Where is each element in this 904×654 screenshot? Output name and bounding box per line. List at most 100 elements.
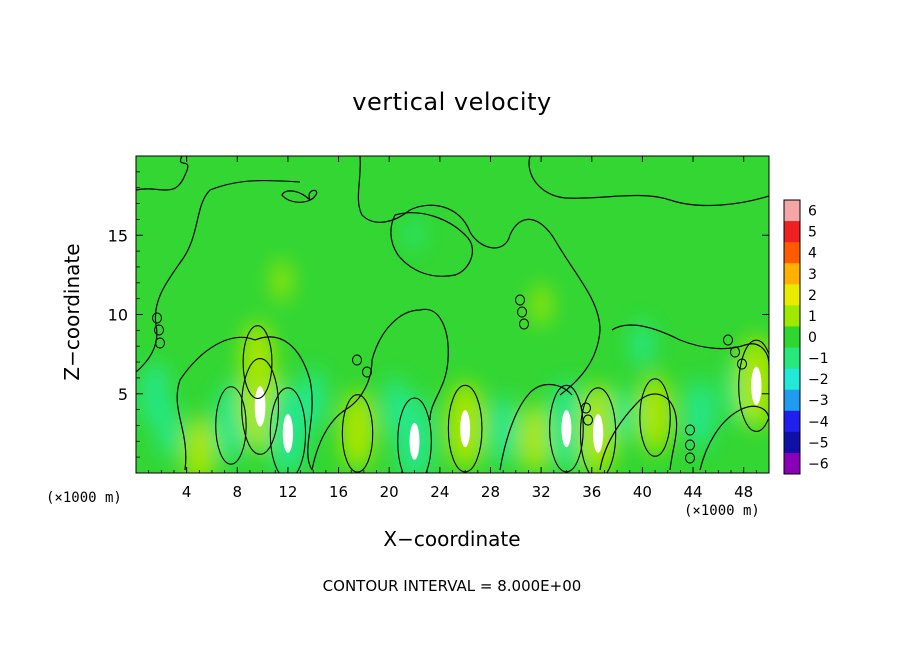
small-contour-loop-7 (685, 439, 695, 451)
velocity-core-10 (409, 422, 420, 460)
x-tick-label-24: 24 (430, 483, 449, 501)
velocity-cell-8-level-1 (339, 389, 376, 471)
zero-contour-lines (136, 156, 769, 473)
x-axis-unit-left: (×1000 m) (46, 490, 122, 506)
colorbar-swatch--5 (784, 431, 800, 454)
zero-contour-9 (599, 393, 678, 471)
colorbar-swatch-5 (784, 221, 800, 243)
velocity-cell-21-level-1 (270, 259, 293, 303)
zero-contour-2 (136, 179, 301, 373)
velocity-cell-12-level-1 (486, 394, 520, 467)
colorbar-label-6: 6 (808, 204, 817, 220)
x-tick-label-8: 8 (233, 483, 243, 501)
small-contour-loop-1 (154, 324, 164, 336)
velocity-field (136, 156, 769, 473)
colorbar-label-1: 1 (808, 309, 817, 325)
velocity-cell-7-level-1 (298, 368, 328, 430)
contour-ring-3 (215, 386, 247, 465)
contour-ring-8 (341, 394, 374, 473)
zero-contour-4 (357, 156, 601, 396)
small-contour-loop-13 (583, 414, 593, 426)
small-contour-loop-14 (352, 354, 362, 366)
colorbar: 6 5 4 3 2 1 0 −1 −2 −3 −4 −5 −6 (783, 199, 829, 475)
y-tick-label-10: 10 (108, 306, 128, 325)
colorbar-swatch-6 (784, 200, 800, 222)
x-tick-label-32: 32 (532, 483, 551, 501)
x-tick-label-20: 20 (380, 483, 399, 501)
small-contour-loop-5 (519, 318, 529, 330)
y-tick-label-5: 5 (118, 385, 128, 404)
y-axis-label: Z−coordinate (60, 243, 84, 381)
zero-contour-1 (176, 336, 313, 471)
x-tick-label-4: 4 (182, 483, 192, 501)
x-axis-label: X−coordinate (383, 527, 521, 551)
x-tick-label-12: 12 (278, 483, 297, 501)
colorbar-swatch-2 (784, 284, 800, 306)
y-tick-label-15: 15 (108, 226, 128, 245)
velocity-cell-1-level-1 (155, 402, 183, 459)
small-contour-loop-15 (362, 366, 372, 378)
colorbar-swatch-0 (784, 326, 800, 349)
zero-contour-11 (281, 189, 318, 203)
velocity-core-4 (254, 386, 266, 427)
x-tick-label-28: 28 (481, 483, 500, 501)
velocity-cell-24-level-1 (405, 216, 424, 252)
colorbar-swatch-3 (784, 263, 800, 285)
x-tick-label-16: 16 (329, 483, 348, 501)
zero-contour-0 (136, 156, 189, 191)
colorbar-label--4: −4 (808, 414, 829, 430)
colorbar-label-4: 4 (808, 246, 817, 262)
colorbar-label-2: 2 (808, 288, 817, 304)
colorbar-label--1: −1 (808, 351, 829, 367)
contour-ring-4 (241, 357, 280, 455)
small-contour-loop-4 (517, 306, 527, 318)
contour-interval-label: CONTOUR INTERVAL = 8.000E+00 (322, 577, 582, 595)
colorbar-frame (783, 199, 801, 475)
velocity-core-20 (751, 366, 762, 406)
x-tick-label-44: 44 (683, 483, 702, 501)
zero-contour-10 (699, 405, 769, 471)
contour-ring-20 (738, 339, 769, 432)
colorbar-swatch--4 (784, 410, 800, 433)
colorbar-label--6: −6 (808, 456, 829, 472)
velocity-core-14 (561, 410, 572, 448)
x-axis-ticks: 4 8 12 16 20 24 28 32 36 40 44 48 (148, 156, 757, 501)
small-contour-loop-9 (723, 334, 733, 346)
velocity-core-11 (460, 410, 471, 448)
colorbar-label-5: 5 (808, 225, 817, 241)
colorbar-label--2: −2 (808, 372, 829, 388)
contour-ring-10 (397, 397, 432, 473)
velocity-cell-18-level-1 (683, 378, 716, 451)
zero-contour-6 (528, 156, 769, 207)
small-contour-loop-3 (515, 294, 525, 306)
velocity-cell-17-level-1 (637, 373, 674, 455)
x-tick-label-48: 48 (734, 483, 753, 501)
x-axis-unit-right: (×1000 m) (684, 503, 760, 519)
small-contour-loop-11 (737, 358, 747, 370)
zero-contour-7 (611, 324, 769, 366)
colorbar-swatch-4 (784, 242, 800, 264)
colorbar-swatch--1 (784, 347, 800, 370)
y-axis-ticks: 5 10 15 (108, 171, 769, 458)
velocity-cell-22-level-1 (530, 283, 552, 326)
zero-contour-8 (499, 383, 573, 471)
zero-contour-3 (311, 308, 449, 471)
x-tick-label-40: 40 (633, 483, 652, 501)
colorbar-label-0: 0 (808, 330, 817, 346)
velocity-core-6 (282, 414, 294, 453)
chart-title: vertical velocity (352, 88, 552, 116)
small-contour-loop-12 (581, 402, 591, 414)
x-tick-label-36: 36 (582, 483, 601, 501)
zero-contour-5 (390, 212, 473, 277)
colorbar-label--5: −5 (808, 435, 829, 451)
velocity-cell-2-level-1 (183, 415, 216, 473)
velocity-core-15 (592, 414, 604, 453)
small-contour-loop-2 (155, 337, 165, 349)
colorbar-swatch-1 (784, 305, 800, 327)
contour-ring-5 (242, 325, 273, 399)
small-contour-loop-0 (152, 312, 162, 324)
small-contour-loop-8 (685, 452, 695, 464)
colorbar-label--3: −3 (808, 393, 829, 409)
contour-ring-17 (639, 378, 671, 457)
